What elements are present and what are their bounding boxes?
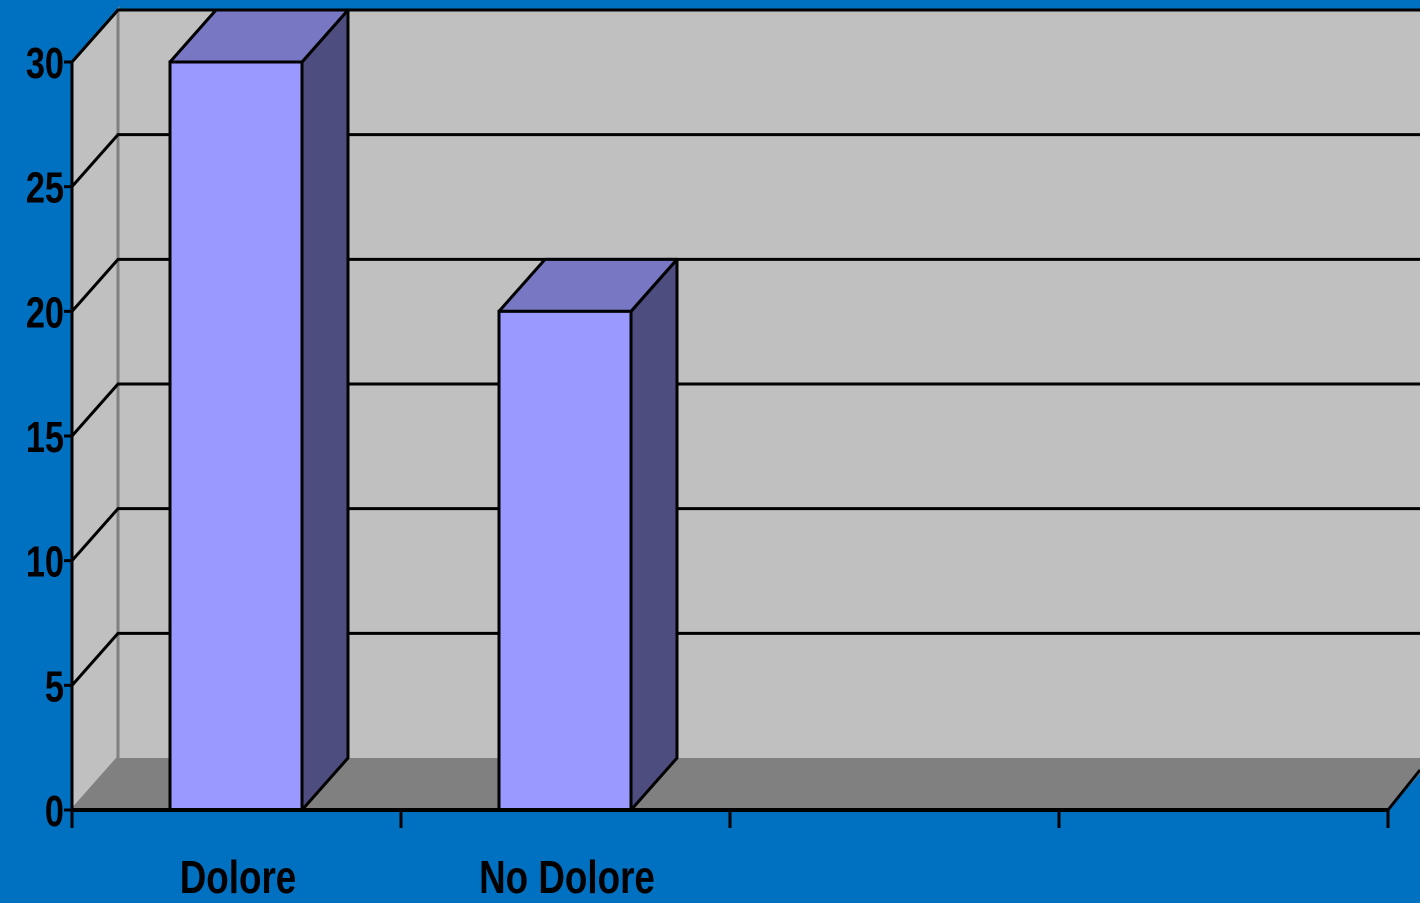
y-tick-label: 15 — [26, 413, 64, 462]
bar-side — [300, 8, 350, 812]
value-axis: 0 5 10 15 20 25 30 — [26, 39, 74, 836]
gridline — [70, 631, 1420, 687]
y-tick-label: 5 — [45, 662, 64, 711]
bar — [497, 257, 679, 812]
gridline — [70, 133, 1420, 188]
category-axis: Dolore No Dolore — [70, 769, 1420, 903]
gridlines — [70, 8, 1420, 687]
bar — [168, 8, 350, 812]
x-category-label: No Dolore — [479, 851, 655, 903]
floor-edge — [1386, 769, 1420, 811]
bars — [168, 8, 679, 812]
x-category-label: Dolore — [180, 851, 297, 903]
gridline — [70, 382, 1420, 437]
bar-front — [168, 60, 304, 812]
gridline — [70, 257, 1420, 313]
gridline — [70, 8, 1420, 63]
gridline — [70, 507, 1420, 562]
floor — [72, 758, 1420, 810]
y-tick-label: 10 — [26, 538, 64, 587]
bar-side — [629, 257, 679, 812]
y-tick-label: 20 — [26, 288, 64, 337]
y-tick-label: 0 — [45, 787, 64, 836]
bar-front — [497, 309, 633, 812]
y-tick-label: 25 — [26, 164, 64, 213]
y-tick-label: 30 — [26, 39, 64, 88]
